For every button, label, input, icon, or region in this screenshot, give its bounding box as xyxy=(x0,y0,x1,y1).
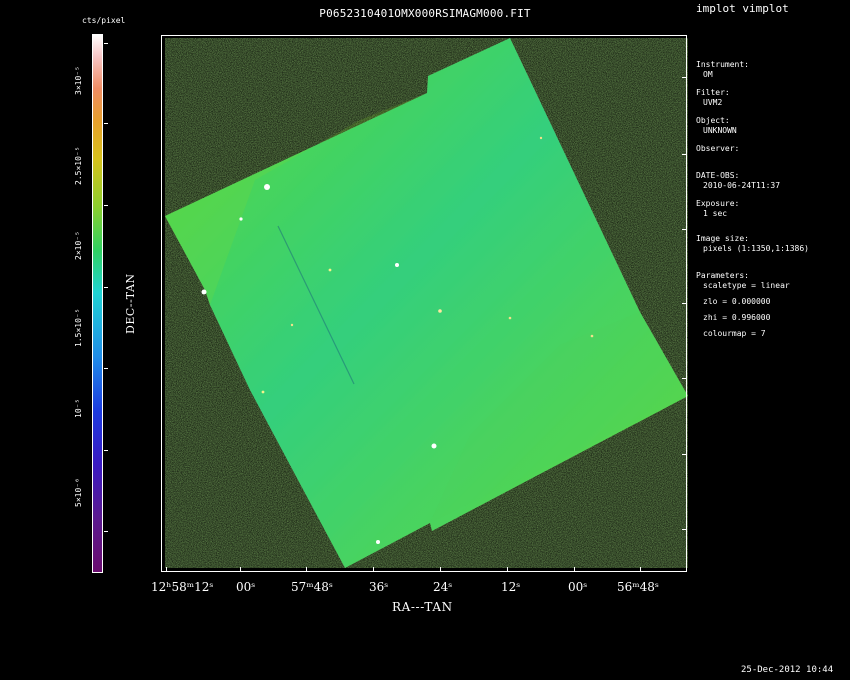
object-value: UNKNOWN xyxy=(703,126,737,135)
star-source xyxy=(376,540,380,544)
colorbar-tick xyxy=(104,43,108,44)
colorbar-tick xyxy=(104,123,108,124)
parameter-line: scaletype = linear xyxy=(703,281,790,290)
x-axis-tick-label: 12ʰ58ᵐ12ˢ xyxy=(151,580,214,594)
colorbar-tick xyxy=(104,531,108,532)
x-axis-tick xyxy=(166,567,167,572)
star-source xyxy=(328,268,332,272)
image-size-label: Image size: xyxy=(696,234,749,243)
detector-seam xyxy=(277,225,355,385)
star-source xyxy=(539,136,543,140)
parameter-line: zlo = 0.000000 xyxy=(703,297,771,306)
colorbar xyxy=(92,34,103,573)
star-source xyxy=(438,309,442,313)
y-axis-tick xyxy=(682,77,687,78)
x-axis-tick-label: 12ˢ xyxy=(501,580,521,594)
x-axis-tick-label: 00ˢ xyxy=(236,580,256,594)
sky-image-footprint-secondary xyxy=(165,93,427,305)
x-axis-tick-label: 56ᵐ48ˢ xyxy=(617,580,659,594)
footer-timestamp: 25-Dec-2012 10:44 xyxy=(741,665,834,675)
x-axis-tick xyxy=(240,567,241,572)
x-axis-tick-label: 57ᵐ48ˢ xyxy=(291,580,333,594)
colorbar-tick xyxy=(104,450,108,451)
observer-label: Observer: xyxy=(696,144,740,153)
star-source xyxy=(290,323,294,327)
y-axis-tick xyxy=(682,303,687,304)
y-axis-tick xyxy=(682,378,687,379)
filter-label: Filter: xyxy=(696,88,730,97)
parameter-line: colourmap = 7 xyxy=(703,329,766,338)
star-source xyxy=(264,184,270,190)
star-source xyxy=(239,217,243,221)
colorbar-unit-label: cts/pixel xyxy=(82,16,126,25)
x-axis-tick-label: 00ˢ xyxy=(568,580,588,594)
y-axis-tick xyxy=(682,454,687,455)
y-axis-tick xyxy=(682,229,687,230)
star-source xyxy=(590,334,594,338)
date-obs-value: 2010-06-24T11:37 xyxy=(703,181,781,190)
sky-image-footprint xyxy=(165,38,688,568)
filter-value: UVM2 xyxy=(703,98,723,107)
star-source xyxy=(261,390,265,394)
x-axis-tick xyxy=(440,567,441,572)
x-axis-tick xyxy=(507,567,508,572)
star-source xyxy=(395,263,399,267)
plot-title: P0652310401OMX000RSIMAGM000.FIT xyxy=(319,7,531,20)
exposure-value: 1 sec xyxy=(703,209,728,218)
instrument-value: OM xyxy=(703,70,713,79)
sky-image-footprint-secondary xyxy=(430,312,688,523)
x-axis-tick xyxy=(574,567,575,572)
plot-frame xyxy=(161,35,687,572)
object-label: Object: xyxy=(696,116,730,125)
star-source xyxy=(201,289,207,295)
parameter-line: zhi = 0.996000 xyxy=(703,313,771,322)
instrument-label: Instrument: xyxy=(696,60,749,69)
x-axis-label: RA---TAN xyxy=(392,600,453,614)
x-axis-tick xyxy=(373,567,374,572)
image-size-value: pixels (1:1350,1:1386) xyxy=(703,244,809,253)
star-source xyxy=(508,316,512,320)
info-panel: Instrument: OM Filter: UVM2 Object: UNKN… xyxy=(696,60,841,345)
y-axis-tick xyxy=(682,154,687,155)
colorbar-tick xyxy=(104,368,108,369)
colorbar-tick xyxy=(104,287,108,288)
star-source xyxy=(431,443,437,449)
colorbar-tick xyxy=(104,205,108,206)
date-obs-label: DATE-OBS: xyxy=(696,171,740,180)
x-axis-tick xyxy=(306,567,307,572)
parameters-label: Parameters: xyxy=(696,271,749,280)
x-axis-tick xyxy=(640,567,641,572)
exposure-label: Exposure: xyxy=(696,199,740,208)
y-axis-tick xyxy=(682,529,687,530)
x-axis-tick-label: 36ˢ xyxy=(369,580,389,594)
tool-name: implot vimplot xyxy=(696,2,789,15)
x-axis-tick-label: 24ˢ xyxy=(433,580,453,594)
